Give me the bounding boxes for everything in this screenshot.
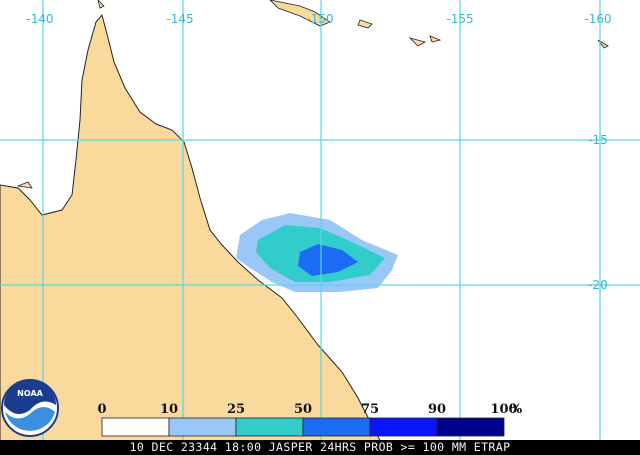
logo-text: NOAA (17, 389, 43, 398)
legend-swatch (369, 417, 438, 437)
legend-label: 0 (97, 402, 106, 417)
legend-unit: % (510, 402, 523, 417)
footer-text: 10 DEC 23344 18:00 JASPER 24HRS PROB >= … (130, 440, 511, 454)
lon-label: -155 (446, 12, 473, 26)
legend-label: 75 (361, 402, 379, 417)
lon-label: -160 (584, 12, 611, 26)
land (0, 13, 391, 455)
lon-label: -140 (26, 12, 53, 26)
legend-label: 25 (227, 402, 245, 417)
legend-swatch (302, 417, 371, 437)
islands (16, 0, 609, 189)
lon-label: -145 (166, 12, 193, 26)
legend-label: 10 (160, 402, 178, 417)
lat-label: -15 (588, 133, 608, 147)
lon-label: -150 (306, 12, 333, 26)
graticule (0, 0, 640, 440)
lat-label: -20 (588, 278, 608, 292)
legend-swatch (436, 417, 505, 437)
noaa-logo: NOAA (1, 379, 59, 437)
legend-label: 100 (490, 402, 517, 417)
legend-swatch (101, 417, 170, 437)
legend-swatch (168, 417, 237, 437)
legend-label: 90 (428, 402, 446, 417)
probability-area (236, 213, 398, 292)
legend-label: 50 (294, 402, 312, 417)
legend: 0 10 25 50 75 90 100% (97, 402, 523, 437)
legend-swatch (235, 417, 304, 437)
footer-bar (0, 440, 640, 455)
